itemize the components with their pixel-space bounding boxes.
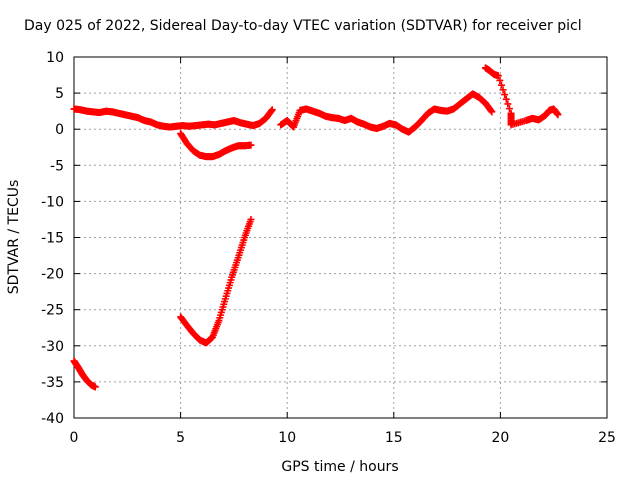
x-tick-label: 0 [70, 430, 79, 446]
y-tick-label: -25 [41, 303, 64, 319]
series-mid-arc [277, 90, 496, 136]
series-early-low-arc [70, 357, 99, 391]
y-tick-label: 5 [55, 86, 64, 102]
x-tick-label: 10 [278, 430, 296, 446]
series-deep-arc [177, 215, 255, 347]
series-dip-arc [177, 130, 255, 161]
data-point [247, 141, 255, 149]
y-tick-label: -5 [50, 158, 64, 174]
x-tick-label: 25 [598, 430, 616, 446]
y-tick-label: 0 [55, 122, 64, 138]
data-point [504, 100, 512, 108]
data-point [496, 76, 504, 84]
y-axis-ticks: 10 5 0 -5 -10 -15 -20 -25 -30 -35 -40 [41, 50, 607, 427]
x-tick-label: 20 [491, 430, 509, 446]
data-point [502, 95, 510, 103]
y-tick-label: -40 [41, 411, 64, 427]
series-baseline-arc [70, 105, 276, 131]
chart-title: Day 025 of 2022, Sidereal Day-to-day VTE… [24, 18, 582, 34]
y-tick-label: -15 [41, 231, 64, 247]
x-axis-label: GPS time / hours [281, 459, 398, 475]
data-point [501, 91, 509, 99]
data-point [554, 111, 562, 119]
y-tick-label: -30 [41, 339, 64, 355]
grid-lines [74, 57, 607, 418]
data-series [70, 64, 562, 391]
data-point [505, 105, 513, 113]
data-point [497, 81, 505, 89]
x-tick-label: 5 [176, 430, 185, 446]
y-tick-label: -35 [41, 375, 64, 391]
y-axis-label: SDTVAR / TECUs [6, 180, 22, 295]
x-axis-ticks: 0 5 10 15 20 25 [70, 57, 616, 446]
data-point [499, 86, 507, 94]
data-point [247, 215, 255, 223]
data-point [91, 383, 99, 391]
y-tick-label: -10 [41, 194, 64, 210]
data-point [494, 72, 502, 80]
data-point [268, 106, 276, 114]
x-tick-label: 15 [385, 430, 403, 446]
y-tick-label: 10 [46, 50, 64, 66]
data-point [488, 108, 496, 116]
series-late-cluster [481, 64, 562, 129]
y-tick-label: -20 [41, 267, 64, 283]
